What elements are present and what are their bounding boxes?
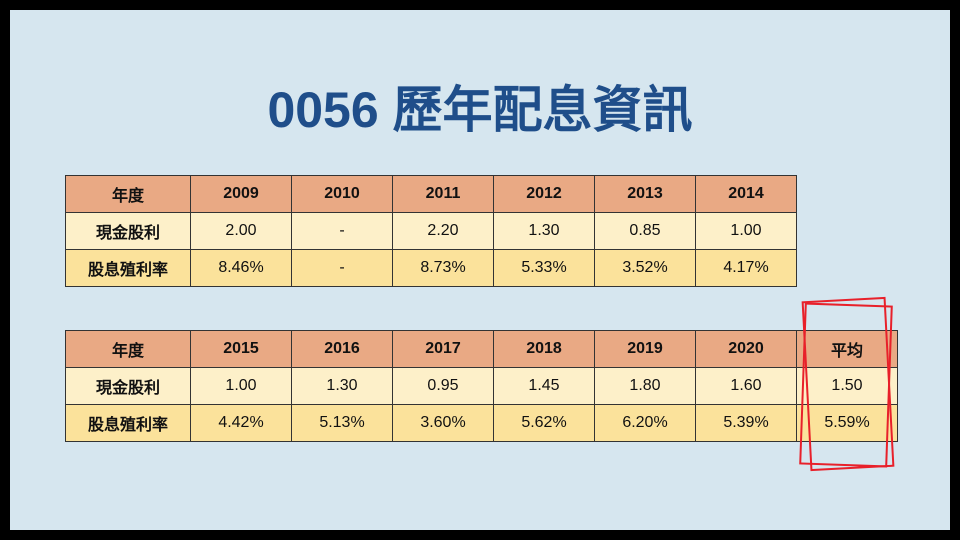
table-cell: 5.62% — [493, 404, 595, 442]
table-cell: 1.30 — [291, 367, 393, 405]
header-cell: 2018 — [493, 330, 595, 368]
header-cell: 年度 — [65, 175, 191, 213]
highlight-box — [801, 296, 895, 472]
table-row: 年度 2015 2016 2017 2018 2019 2020 平均 — [65, 330, 898, 368]
header-cell: 2015 — [190, 330, 292, 368]
header-cell: 2014 — [695, 175, 797, 213]
table-cell: 1.00 — [190, 367, 292, 405]
row-label: 現金股利 — [65, 212, 191, 250]
table-cell: 2.00 — [190, 212, 292, 250]
table-cell: 1.45 — [493, 367, 595, 405]
table-cell: 8.46% — [190, 249, 292, 287]
header-cell: 2011 — [392, 175, 494, 213]
table-cell: 0.95 — [392, 367, 494, 405]
table-cell: 5.33% — [493, 249, 595, 287]
header-cell: 年度 — [65, 330, 191, 368]
row-label: 股息殖利率 — [65, 249, 191, 287]
dividend-table: 年度 2015 2016 2017 2018 2019 2020 平均 現金股利 1.00 1.30… — [65, 330, 898, 442]
table-cell: 2.20 — [392, 212, 494, 250]
row-label: 現金股利 — [65, 367, 191, 405]
table-cell: 4.42% — [190, 404, 292, 442]
header-cell: 2020 — [695, 330, 797, 368]
header-cell: 2013 — [594, 175, 696, 213]
header-cell: 2017 — [392, 330, 494, 368]
highlight-box — [799, 302, 893, 468]
header-cell: 2009 — [190, 175, 292, 213]
table-cell: 1.60 — [695, 367, 797, 405]
table-cell: - — [291, 249, 393, 287]
row-label: 股息殖利率 — [65, 404, 191, 442]
header-cell: 2019 — [594, 330, 696, 368]
table-cell: 1.80 — [594, 367, 696, 405]
dividend-table: 年度 2009 2010 2011 2012 2013 2014 現金股利 2.00-2.20 1… — [65, 175, 797, 287]
table-cell: 5.39% — [695, 404, 797, 442]
table-cell: 5.59% — [796, 404, 898, 442]
header-cell: 2012 — [493, 175, 595, 213]
table-cell: 1.50 — [796, 367, 898, 405]
title: 0056 歷年配息資訊 — [267, 82, 693, 138]
highlight — [799, 296, 895, 472]
table-row: 股息殖利率 4.42% 5.13% 3.60% 5.62% 6.20% 5.39% 5.59% — [65, 404, 898, 442]
table-row: 現金股利 1.00 1.30 0.95 1.45 1.80 1.60 1.50 — [65, 367, 898, 405]
table-row: 現金股利 2.00-2.20 1.30 0.85 1.00 — [65, 212, 797, 250]
table-cell: 4.17% — [695, 249, 797, 287]
table-cell: 5.13% — [291, 404, 393, 442]
table-row: 股息殖利率 8.46% -8.73% 5.33% 3.52% 4.17% — [65, 249, 797, 287]
table-cell: 3.52% — [594, 249, 696, 287]
table-row: 年度 2009 2010 2011 2012 2013 2014 — [65, 175, 797, 213]
table-cell: 8.73% — [392, 249, 494, 287]
table-cell: 3.60% — [392, 404, 494, 442]
header-cell: 2016 — [291, 330, 393, 368]
table-cell: 0.85 — [594, 212, 696, 250]
